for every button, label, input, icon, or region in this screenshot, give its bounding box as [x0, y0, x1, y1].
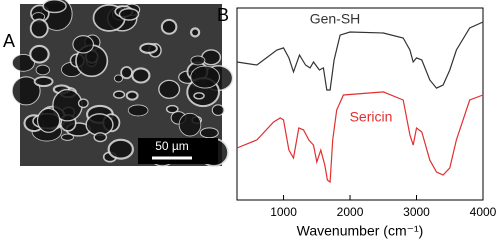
sem-pore [11, 76, 41, 106]
sem-pore [199, 127, 219, 139]
x-tick-label: 1000 [270, 205, 297, 219]
sem-pore [33, 76, 54, 87]
panel-label: A [3, 31, 15, 51]
sem-pore [131, 67, 151, 84]
plot-frame [236, 7, 484, 201]
sem-pore [77, 98, 89, 109]
x-tick-label: 2000 [337, 205, 364, 219]
sem-pore [72, 35, 94, 54]
sem-pore [36, 107, 61, 133]
sem-pore [178, 112, 202, 137]
sem-pore [93, 132, 108, 143]
sem-pore [42, 0, 67, 14]
sem-pore [118, 7, 140, 21]
sem-pore [125, 90, 139, 101]
sem-pore [201, 49, 222, 66]
sem-pore [211, 104, 225, 116]
scale-bar-box [138, 138, 218, 164]
sem-pore [85, 113, 114, 137]
series-label: Sericin [350, 109, 393, 125]
sem-pore [120, 66, 133, 80]
x-axis-label: Wavenumber (cm⁻¹) [297, 223, 424, 239]
sem-pore [139, 42, 158, 54]
sem-pore [107, 138, 134, 160]
spectrum-line [236, 91, 484, 184]
sem-pore [189, 27, 201, 38]
sem-pore [190, 55, 206, 66]
sem-pore [165, 104, 179, 114]
sem-pore [11, 53, 35, 72]
figure: 50 µm A B Wavenumber (cm⁻¹) 1000 2000 3000… [3, 0, 497, 239]
sem-pore [193, 92, 205, 100]
sem-texture [11, 0, 234, 167]
sem-pore [29, 44, 50, 64]
sem-pore [113, 90, 126, 99]
scale-bar-label: 50 µm [155, 139, 189, 153]
sem-pore [158, 79, 181, 99]
x-tick-label: 4000 [470, 205, 497, 219]
sem-pore [61, 133, 74, 141]
sem-pore [127, 104, 149, 117]
x-tick-label: 3000 [403, 205, 430, 219]
sem-pore [35, 64, 50, 76]
sem-pore [160, 18, 178, 35]
series-label: Gen-SH [310, 11, 361, 27]
sem-pore [113, 74, 123, 83]
panel-label: B [217, 5, 229, 25]
sem-pore [29, 18, 49, 39]
spectrum-line [236, 21, 484, 91]
sem-pore [190, 65, 220, 89]
